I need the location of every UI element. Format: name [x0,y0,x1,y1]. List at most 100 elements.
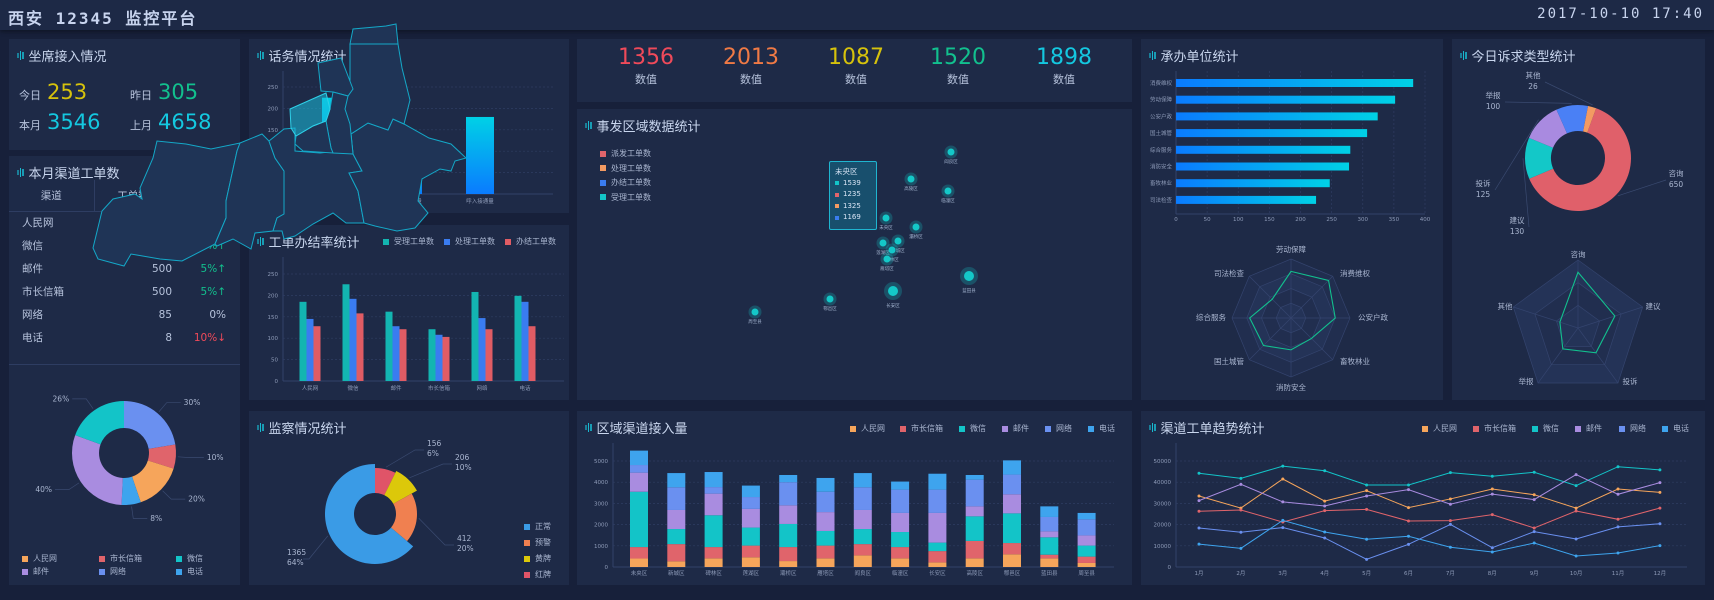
appeal-title: 今日诉求类型统计 [1471,50,1576,65]
units-panel: 承办单位统计 [1141,39,1443,400]
legend-label: 黄牌 [535,554,551,563]
inspection-legend-item: 预警 [524,537,551,548]
trend-panel: 渠道工单趋势统计 [1141,411,1705,585]
region-legend-item: 市长信箱 [900,423,943,434]
title-bars-icon [585,423,592,432]
panel-title: 承办单位统计 [1149,46,1239,65]
channel-name: 网络 [22,309,43,321]
legend-label: 电话 [187,567,203,576]
table-row: 市长信箱 500 5%↑ [9,280,240,303]
table-row: 人民网 1000 10.5%↑ [9,211,240,234]
value: 4658 [158,110,212,134]
legend-swatch [524,571,530,578]
legend-label: 网络 [1630,424,1646,433]
legend-swatch [1532,425,1538,432]
channel-count: 1000 [145,216,172,229]
map-panel: 事发区域数据统计 未央区 1539 1235 1325 1169 派发工单数 处理工单数… [577,109,1132,400]
legend-swatch [99,555,105,562]
table-row: 网络 85 0% [9,303,240,326]
map-legend-item: 处理工单数 [600,163,651,174]
channel-legend-item: 网络 [99,566,126,577]
col-yoy: 同比 [172,180,240,212]
legend-swatch [600,150,606,157]
title-bars-icon [1460,51,1467,60]
legend-label: 微信 [1543,424,1559,433]
trend-legend-item: 邮件 [1575,423,1602,434]
legend-label: 正常 [535,522,551,531]
trend-title: 渠道工单趋势统计 [1160,422,1265,437]
label: 上月 [130,119,152,132]
table-row: 微信 1500 8.5%↑ [9,234,240,257]
inspection-legend-item: 红牌 [524,569,551,580]
title-bars-icon [17,168,24,177]
stat-value: 2013 [723,45,779,70]
traffic-title: 话务情况统计 [268,50,347,65]
value: 3546 [47,110,101,134]
region-legend-item: 微信 [959,423,986,434]
title-bars-icon [257,423,264,432]
legend-label: 电话 [1673,424,1689,433]
legend-label: 红牌 [535,570,551,579]
legend-swatch [600,194,606,200]
legend-label: 受理工单数 [611,192,651,202]
channel-name: 电话 [22,332,43,344]
tooltip-row: 1235 [835,189,871,201]
trend-legend-item: 网络 [1619,423,1646,434]
trend-legend-item: 人民网 [1422,423,1457,434]
units-title: 承办单位统计 [1160,50,1239,65]
map-legend-item: 派发工单数 [600,148,651,159]
legend-swatch [1002,425,1008,432]
legend-label: 处理工单数 [611,163,651,173]
legend-swatch [22,555,28,562]
completion-legend-item: 受理工单数 [383,236,434,247]
value: 305 [158,80,199,104]
legend-label: 网络 [1056,424,1072,433]
legend-swatch [176,555,182,562]
legend-swatch [1662,425,1668,432]
legend-swatch [524,555,530,562]
legend-label: 市长信箱 [911,424,943,433]
completion-panel: 工单办结率统计 [249,225,569,400]
legend-swatch [900,425,906,432]
legend-label: 微信 [970,424,986,433]
region-channel-panel: 区域渠道接入量 [577,411,1132,585]
legend-swatch [444,238,450,245]
channel-name: 市长信箱 [22,286,64,298]
inspection-legend-item: 黄牌 [524,553,551,564]
table-row: 电话 8 10%↓ [9,326,240,349]
legend-swatch [600,165,606,171]
channel-count: 8 [165,331,172,344]
channels-table: 渠道 工单数 同比 人民网 1000 10.5%↑ 微信 1500 8.5%↑ 邮件 500 5… [9,180,240,349]
channel-yoy: 5%↑ [200,285,226,298]
datetime: 2017-10-10 17:40 [1537,6,1704,22]
panel-title: 监察情况统计 [257,418,347,437]
map-title: 事发区域数据统计 [596,120,701,135]
completion-title: 工单办结率统计 [268,236,360,251]
legend-label: 网络 [110,567,126,576]
stat-label: 数值 [635,73,657,86]
stat-value: 1898 [1036,45,1092,70]
panel-title: 工单办结率统计 [257,232,360,251]
channel-legend-item: 电话 [176,566,203,577]
legend-swatch [505,238,511,245]
legend-label: 市长信箱 [1484,424,1516,433]
legend-swatch [600,179,606,186]
seat-this-month: 本月 3546 [19,110,100,134]
region-channel-title: 区域渠道接入量 [596,422,688,437]
panel-title: 区域渠道接入量 [585,418,688,437]
legend-label: 邮件 [1586,424,1602,433]
tooltip-swatch [835,181,839,186]
stat-item: 1356 数值 [596,45,696,87]
traffic-panel: 话务情况统计 [249,39,569,213]
seat-today: 今日 253 [19,80,87,104]
col-count: 工单数 [94,180,173,212]
region-legend-item: 电话 [1088,423,1115,434]
channel-legend-item: 邮件 [22,566,49,577]
map-legend-item: 办结工单数 [600,177,651,188]
appeal-panel: 今日诉求类型统计 [1452,39,1705,400]
legend-label: 受理工单数 [394,237,434,246]
channel-yoy: 8.5%↑ [190,239,226,252]
legend-swatch [176,568,182,575]
legend-label: 人民网 [861,424,885,433]
channel-count: 500 [151,285,172,298]
